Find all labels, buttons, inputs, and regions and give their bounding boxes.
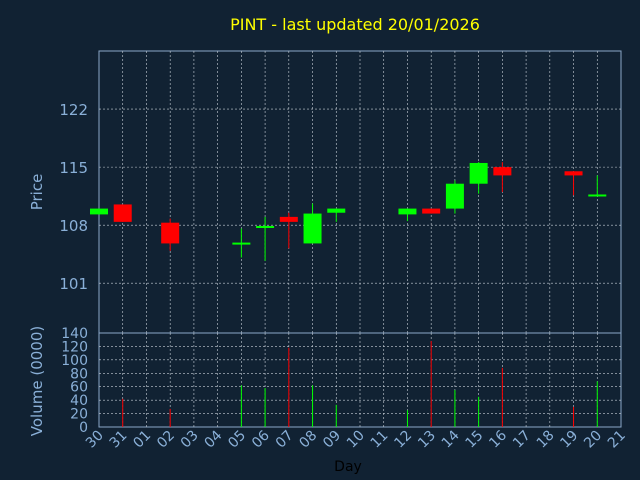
candle-body [90, 208, 108, 215]
x-tick-label: 17 [510, 428, 534, 452]
x-axis-label: Day [334, 459, 362, 475]
x-tick-label: 09 [320, 428, 344, 452]
x-tick-label: 01 [130, 428, 154, 452]
price-panel: 101 108 115 122 Price [28, 50, 622, 334]
candlesticks [90, 162, 607, 261]
x-tick-label: 15 [463, 428, 487, 452]
x-tick-label: 18 [534, 428, 558, 452]
x-tick-label: 11 [368, 428, 392, 452]
chart-title: PINT - last updated 20/01/2026 [230, 15, 480, 34]
candle-body [398, 208, 417, 215]
candle-body [445, 183, 464, 209]
candle [422, 208, 441, 214]
x-tick-label: 10 [344, 428, 368, 452]
candle [279, 212, 298, 249]
x-tick-label: 03 [178, 428, 202, 452]
price-y-tick-label: 115 [59, 159, 88, 177]
x-tick-label: 16 [486, 427, 510, 451]
volume-grid [99, 333, 621, 427]
x-tick-label: 08 [296, 428, 320, 452]
candle-body [279, 216, 298, 222]
candle-body [303, 213, 322, 244]
volume-y-axis-label: Volume (0000) [28, 326, 46, 436]
candle-body [588, 194, 607, 197]
volume-bars [122, 341, 598, 427]
x-tick-label: 02 [154, 428, 178, 452]
x-tick-label: 13 [415, 428, 439, 452]
volume-y-tick-label: 100 [61, 353, 88, 369]
x-tick-labels: 30 31 01 02 03 04 05 06 07 08 09 10 11 12 13 14 15 16 17 18… [83, 427, 629, 451]
candle [161, 218, 180, 251]
volume-y-tick-label: 40 [70, 393, 88, 409]
x-tick-label: 05 [225, 428, 249, 452]
price-y-tick-label: 101 [59, 275, 88, 293]
candle [493, 162, 512, 192]
volume-y-tick-label: 60 [70, 380, 88, 396]
candle-body [113, 204, 132, 222]
candle [303, 203, 322, 244]
volume-y-tick-label: 20 [70, 407, 88, 423]
candle-body [422, 208, 441, 214]
price-y-tick-label: 122 [59, 101, 88, 119]
volume-y-tick-label: 140 [61, 326, 88, 342]
x-tick-label: 07 [273, 428, 297, 452]
volume-y-tick-label: 120 [61, 339, 88, 355]
price-y-tick-label: 108 [59, 217, 88, 235]
candle [90, 208, 108, 215]
candle-body [327, 208, 346, 213]
candle [113, 204, 132, 222]
price-y-axis-label: Price [28, 174, 46, 211]
candle-body [469, 162, 488, 184]
x-tick-label: 19 [557, 428, 581, 452]
candle-body [232, 242, 251, 245]
candle-body [256, 226, 275, 229]
candle [398, 208, 417, 222]
volume-y-tick-label: 80 [70, 366, 88, 382]
x-tick-label: 31 [107, 428, 131, 452]
volume-y-tick-label: 0 [79, 420, 88, 436]
x-tick-label: 04 [202, 427, 226, 451]
price-y-tick-labels: 101 108 115 122 [59, 101, 88, 293]
x-tick-label: 14 [439, 427, 463, 451]
candle-body [564, 171, 583, 176]
candle [256, 216, 275, 261]
candle [327, 208, 346, 222]
candle-body [493, 167, 512, 176]
candle [445, 180, 464, 214]
price-grid [99, 51, 621, 333]
volume-plot-frame [98, 332, 622, 428]
candle [232, 228, 251, 258]
candle [588, 175, 607, 197]
x-tick-label: 12 [391, 428, 415, 452]
x-tick-label: 20 [581, 428, 605, 452]
candle [469, 162, 488, 194]
candle-body [161, 222, 180, 244]
x-tick-label: 06 [249, 427, 273, 451]
x-tick-label: 21 [605, 428, 629, 452]
candle [564, 171, 583, 196]
